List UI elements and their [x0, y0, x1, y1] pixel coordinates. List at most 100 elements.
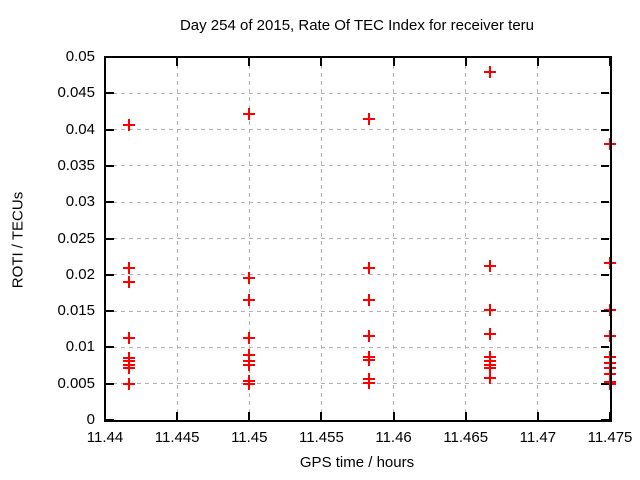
grid-line-vertical [248, 57, 250, 420]
x-tick-label: 11.44 [86, 429, 124, 446]
y-tick-left [106, 56, 114, 58]
y-tick-label: 0 [86, 411, 95, 428]
data-point-marker [483, 65, 496, 78]
data-point-marker [483, 371, 496, 384]
y-tick-label: 0.03 [65, 193, 95, 211]
y-tick-label: 0.01 [65, 338, 95, 356]
data-point-marker [483, 328, 496, 341]
data-point-marker [243, 377, 256, 390]
y-tick-left [106, 346, 114, 349]
plot-frame [104, 56, 612, 422]
y-tick-label: 0.02 [65, 265, 95, 283]
data-point-marker [123, 276, 136, 289]
grid-line-horizontal [105, 92, 610, 94]
y-tick-right [601, 56, 609, 58]
x-tick-label: 11.475 [587, 429, 633, 446]
y-tick-left [106, 310, 114, 313]
x-tick-top [609, 58, 611, 66]
data-point-marker [123, 261, 136, 274]
data-point-marker [483, 304, 496, 317]
x-tick-label: 11.46 [375, 429, 412, 446]
y-tick-left [106, 201, 114, 204]
y-tick-right [601, 128, 609, 131]
y-tick-label: 0.05 [65, 48, 95, 65]
x-tick-bottom [392, 412, 395, 420]
data-point-marker [123, 118, 136, 131]
x-tick-label: 11.465 [443, 429, 489, 446]
grid-line-horizontal [105, 201, 610, 203]
x-tick-bottom [320, 412, 323, 420]
data-point-marker [123, 362, 136, 375]
y-tick-right [601, 310, 609, 313]
y-tick-label: 0.025 [57, 229, 95, 247]
grid-line-vertical [537, 57, 539, 420]
grid-line-vertical [465, 57, 467, 420]
x-tick-top [176, 58, 179, 66]
grid-line-vertical [393, 57, 395, 420]
x-tick-bottom [248, 412, 251, 420]
y-tick-left [106, 128, 114, 131]
y-tick-left [106, 92, 114, 95]
grid-line-horizontal [105, 346, 610, 348]
x-tick-label: 11.45 [231, 429, 268, 446]
chart-title: Day 254 of 2015, Rate Of TEC Index for r… [179, 17, 535, 34]
grid-line-horizontal [105, 310, 610, 312]
grid-line-horizontal [105, 274, 610, 276]
y-tick-label: 0.005 [57, 374, 95, 392]
y-tick-left [106, 273, 114, 276]
x-tick-top [104, 58, 106, 66]
grid-line-horizontal [105, 129, 610, 131]
x-tick-bottom [609, 412, 611, 420]
data-point-marker [123, 377, 136, 390]
data-point-marker [483, 362, 496, 375]
x-tick-bottom [176, 412, 179, 420]
y-tick-right [601, 237, 609, 240]
x-tick-bottom [536, 412, 539, 420]
y-tick-left [106, 419, 114, 421]
x-tick-bottom [464, 412, 467, 420]
data-point-marker [363, 261, 376, 274]
x-tick-top [392, 58, 395, 66]
data-point-marker [243, 107, 256, 120]
y-tick-label: 0.015 [57, 302, 95, 320]
x-tick-label: 11.455 [299, 429, 344, 446]
data-point-marker [243, 294, 256, 307]
y-tick-right [601, 346, 609, 349]
x-tick-top [248, 58, 251, 66]
x-axis-label: GPS time / hours [299, 454, 415, 471]
y-tick-right [601, 164, 609, 167]
x-tick-top [536, 58, 539, 66]
data-point-marker [363, 294, 376, 307]
x-tick-top [464, 58, 467, 66]
data-point-marker [363, 376, 376, 389]
y-tick-left [106, 164, 114, 167]
data-point-marker [483, 260, 496, 273]
y-tick-right [601, 273, 609, 276]
data-point-marker [243, 348, 256, 361]
data-point-marker [123, 331, 136, 344]
y-tick-label: 0.035 [57, 156, 95, 174]
y-tick-right [601, 92, 609, 95]
grid-line-horizontal [105, 165, 610, 167]
x-tick-label: 11.445 [154, 429, 200, 446]
data-point-marker [243, 358, 256, 371]
x-tick-top [320, 58, 323, 66]
y-tick-right [601, 201, 609, 204]
data-point-marker [363, 354, 376, 367]
x-tick-label: 11.47 [519, 429, 557, 446]
grid-line-horizontal [105, 383, 610, 385]
y-tick-left [106, 382, 114, 385]
y-tick-label: 0.04 [65, 120, 95, 138]
y-tick-label: 0.045 [57, 84, 95, 102]
grid-line-vertical [320, 57, 322, 420]
y-tick-left [106, 237, 114, 240]
grid-line-vertical [176, 57, 178, 420]
y-tick-right [601, 419, 609, 421]
data-point-marker [363, 112, 376, 125]
data-point-marker [243, 272, 256, 285]
x-tick-bottom [104, 412, 106, 420]
data-point-marker [363, 329, 376, 342]
y-tick-right [601, 382, 609, 385]
data-point-marker [243, 331, 256, 344]
